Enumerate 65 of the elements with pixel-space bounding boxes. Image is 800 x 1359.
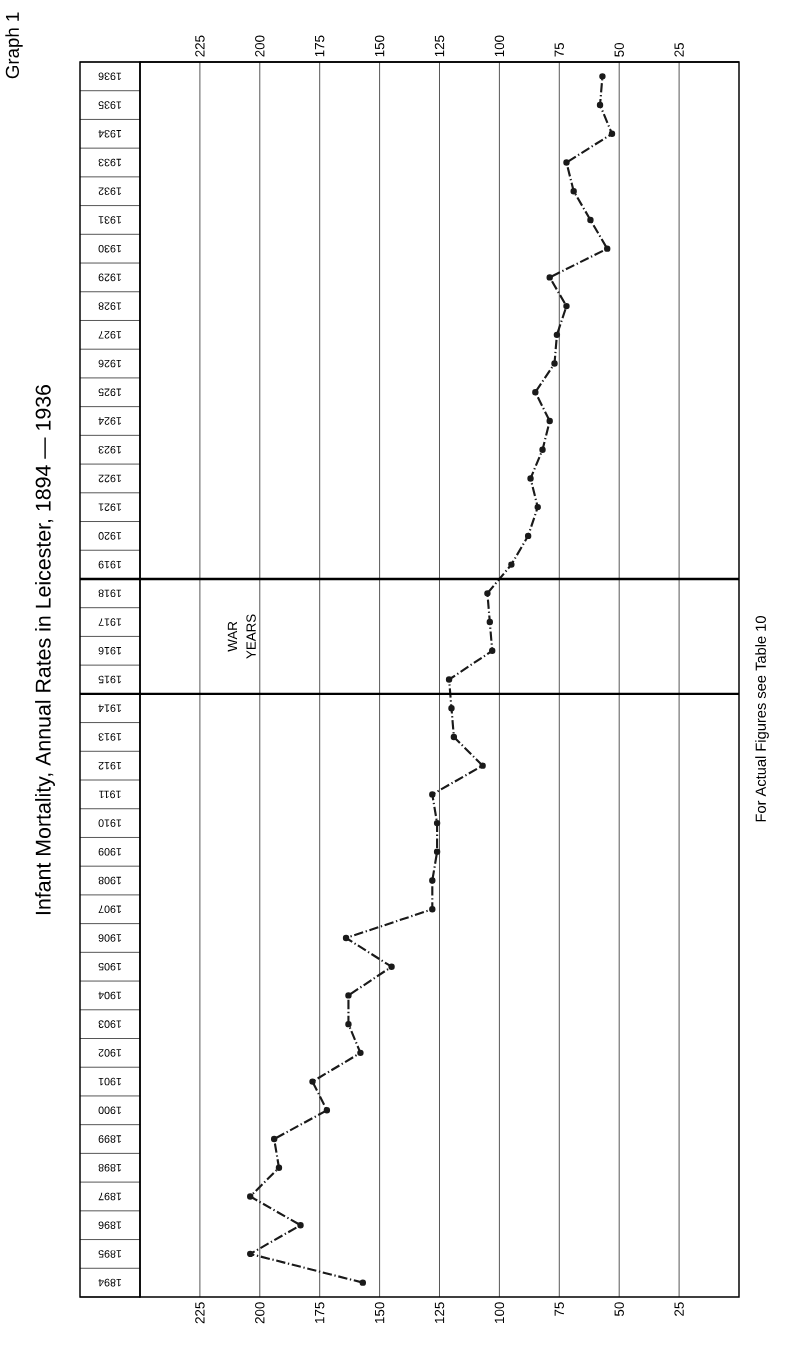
y-tick-label: 1899 xyxy=(98,1135,122,1143)
x-tick-label: 100 xyxy=(494,1302,505,1323)
y-tick-label: 1894 xyxy=(98,1278,122,1287)
y-tick-label: 1920 xyxy=(98,532,122,540)
x2-tick-label: 225 xyxy=(195,35,205,57)
y-tick-label: 1906 xyxy=(98,934,122,942)
y-tick-label: 1905 xyxy=(98,962,122,971)
x2-tick-label: 150 xyxy=(374,35,385,57)
y-tick-label: 1903 xyxy=(98,1020,122,1028)
y-tick-label: 1898 xyxy=(98,1163,122,1172)
x2-tick-label: 50 xyxy=(614,42,624,57)
x-tick-label: 200 xyxy=(255,1302,265,1324)
x-tick-label: 225 xyxy=(195,1302,205,1324)
x2-tick-label: 75 xyxy=(554,42,564,57)
y-tick-label: 1909 xyxy=(98,848,122,856)
text: For Actual Figures see Table 10 xyxy=(755,616,769,822)
y-tick-label: 1904 xyxy=(98,991,122,1000)
y-tick-label: 1896 xyxy=(98,1221,122,1229)
y-tick-label: 1922 xyxy=(98,474,122,483)
y-tick-label: 1912 xyxy=(98,761,122,770)
x-tick-label: 150 xyxy=(374,1302,385,1323)
y-tick-label: 1897 xyxy=(98,1192,122,1201)
x-tick-label: 25 xyxy=(674,1302,684,1316)
text: Infant Mortality, Annual Rates in Leicester, 1894 — 1936 xyxy=(35,384,55,915)
x2-tick-label: 25 xyxy=(674,42,684,57)
y-tick-label: 1925 xyxy=(98,388,122,397)
y-tick-label: 1933 xyxy=(98,158,122,167)
x2-tick-label: 200 xyxy=(255,35,265,57)
y-tick-label: 1917 xyxy=(98,618,122,626)
y-tick-label: 1907 xyxy=(98,905,122,914)
y-tick-label: 1915 xyxy=(98,675,122,684)
y-tick-label: 1924 xyxy=(98,417,122,425)
y-tick-label: 1916 xyxy=(98,646,122,655)
y-tick-label: 1928 xyxy=(98,302,122,310)
y-tick-label: 1918 xyxy=(98,589,122,598)
y-tick-label: 1935 xyxy=(98,101,122,109)
y-tick-label: 1934 xyxy=(98,130,122,138)
y-tick-label: 1919 xyxy=(98,560,122,569)
x-tick-label: 125 xyxy=(434,1302,445,1323)
y-tick-label: 1910 xyxy=(98,819,122,827)
y-tick-label: 1908 xyxy=(98,876,122,885)
y-tick-label: 1923 xyxy=(98,445,122,454)
y-tick-label: 1927 xyxy=(98,331,122,339)
x2-tick-label: 175 xyxy=(315,35,325,57)
y-tick-label: 1914 xyxy=(98,704,122,712)
caption: Graph 1 xyxy=(5,12,23,79)
y-tick-label: 1929 xyxy=(98,273,122,282)
annotation: WAR YEARS xyxy=(227,614,256,659)
y-tick-label: 1921 xyxy=(98,503,122,511)
y-tick-label: 1926 xyxy=(98,359,122,368)
y-tick-label: 1913 xyxy=(98,733,122,741)
x-tick-label: 175 xyxy=(315,1302,325,1323)
x2-tick-label: 100 xyxy=(494,35,505,57)
y-tick-label: 1932 xyxy=(98,187,122,195)
y-tick-label: 1900 xyxy=(98,1106,122,1115)
y-tick-label: 1911 xyxy=(99,790,121,799)
y-tick-label: 1936 xyxy=(98,72,122,81)
y-tick-label: 1901 xyxy=(98,1077,122,1086)
y-tick-label: 1930 xyxy=(98,244,122,253)
x2-tick-label: 125 xyxy=(434,35,445,57)
y-tick-label: 1895 xyxy=(98,1250,122,1258)
y-tick-label: 1931 xyxy=(98,216,122,224)
y-tick-label: 1902 xyxy=(98,1049,122,1057)
x-tick-label: 75 xyxy=(554,1302,564,1316)
x-tick-label: 50 xyxy=(614,1302,624,1316)
